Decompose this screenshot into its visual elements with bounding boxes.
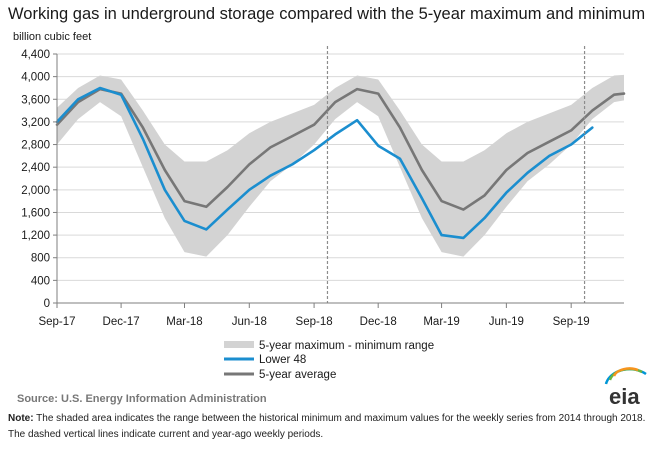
chart: Working gas in underground storage compa… bbox=[8, 5, 647, 409]
legend-swatch-range bbox=[224, 341, 254, 348]
x-tick-label-4: Sep-18 bbox=[296, 316, 333, 328]
y-tick-label-4000: 4,000 bbox=[21, 72, 50, 84]
y-tick-label-400: 400 bbox=[31, 275, 50, 287]
y-tick-label-3200: 3,200 bbox=[21, 117, 50, 129]
legend-label-range: 5-year maximum - minimum range bbox=[259, 340, 434, 352]
axes bbox=[56, 54, 624, 304]
footnote-text: The shaded area indicates the range betw… bbox=[8, 413, 646, 440]
x-tick-label-1: Dec-17 bbox=[103, 316, 140, 328]
x-tick-label-6: Mar-19 bbox=[423, 316, 459, 328]
legend-label-5yr-avg: 5-year average bbox=[259, 369, 336, 381]
series-line-5yr-average bbox=[55, 87, 626, 211]
range-band-layer bbox=[57, 74, 624, 257]
x-axis-ticks: Sep-17 Dec-17 Mar-18 Jun-18 Sep-18 Dec-18 Mar-… bbox=[38, 303, 590, 328]
vertical-markers bbox=[326, 46, 586, 303]
x-tick-label-8: Sep-19 bbox=[553, 316, 590, 328]
y-tick-label-1200: 1,200 bbox=[21, 230, 50, 242]
series-line-lower48 bbox=[55, 86, 594, 240]
unit-label: billion cubic feet bbox=[13, 31, 91, 43]
y-tick-label-1600: 1,600 bbox=[21, 207, 50, 219]
chart-title: Working gas in underground storage compa… bbox=[8, 5, 645, 23]
x-tick-label-0: Sep-17 bbox=[38, 316, 75, 328]
logo-arc-orange bbox=[612, 367, 639, 377]
legend-label-lower48: Lower 48 bbox=[259, 354, 306, 366]
footnote-label: Note: bbox=[8, 413, 34, 424]
y-tick-label-4400: 4,400 bbox=[21, 49, 50, 61]
x-tick-label-3: Jun-18 bbox=[232, 316, 267, 328]
y-tick-label-2000: 2,000 bbox=[21, 185, 50, 197]
y-tick-label-0: 0 bbox=[44, 298, 50, 310]
eia-logo: eia bbox=[604, 367, 647, 409]
x-tick-label-5: Dec-18 bbox=[360, 316, 397, 328]
y-tick-label-800: 800 bbox=[31, 253, 50, 265]
y-tick-label-2800: 2,800 bbox=[21, 140, 50, 152]
y-tick-label-2400: 2,400 bbox=[21, 162, 50, 174]
legend: 5-year maximum - minimum range Lower 48 … bbox=[224, 340, 434, 381]
range-band bbox=[57, 74, 624, 257]
x-tick-label-7: Jun-19 bbox=[489, 316, 524, 328]
x-tick-label-2: Mar-18 bbox=[166, 316, 202, 328]
y-axis-ticks: 0 400 800 1,200 1,600 2,000 2,400 2,800 3,200 3,6… bbox=[21, 49, 57, 310]
footnote: Note: The shaded area indicates the rang… bbox=[8, 411, 648, 443]
series-lines bbox=[55, 86, 626, 240]
source-text: Source: U.S. Energy Information Administ… bbox=[17, 393, 267, 405]
y-tick-label-3600: 3,600 bbox=[21, 94, 50, 106]
logo-text: eia bbox=[609, 384, 640, 409]
